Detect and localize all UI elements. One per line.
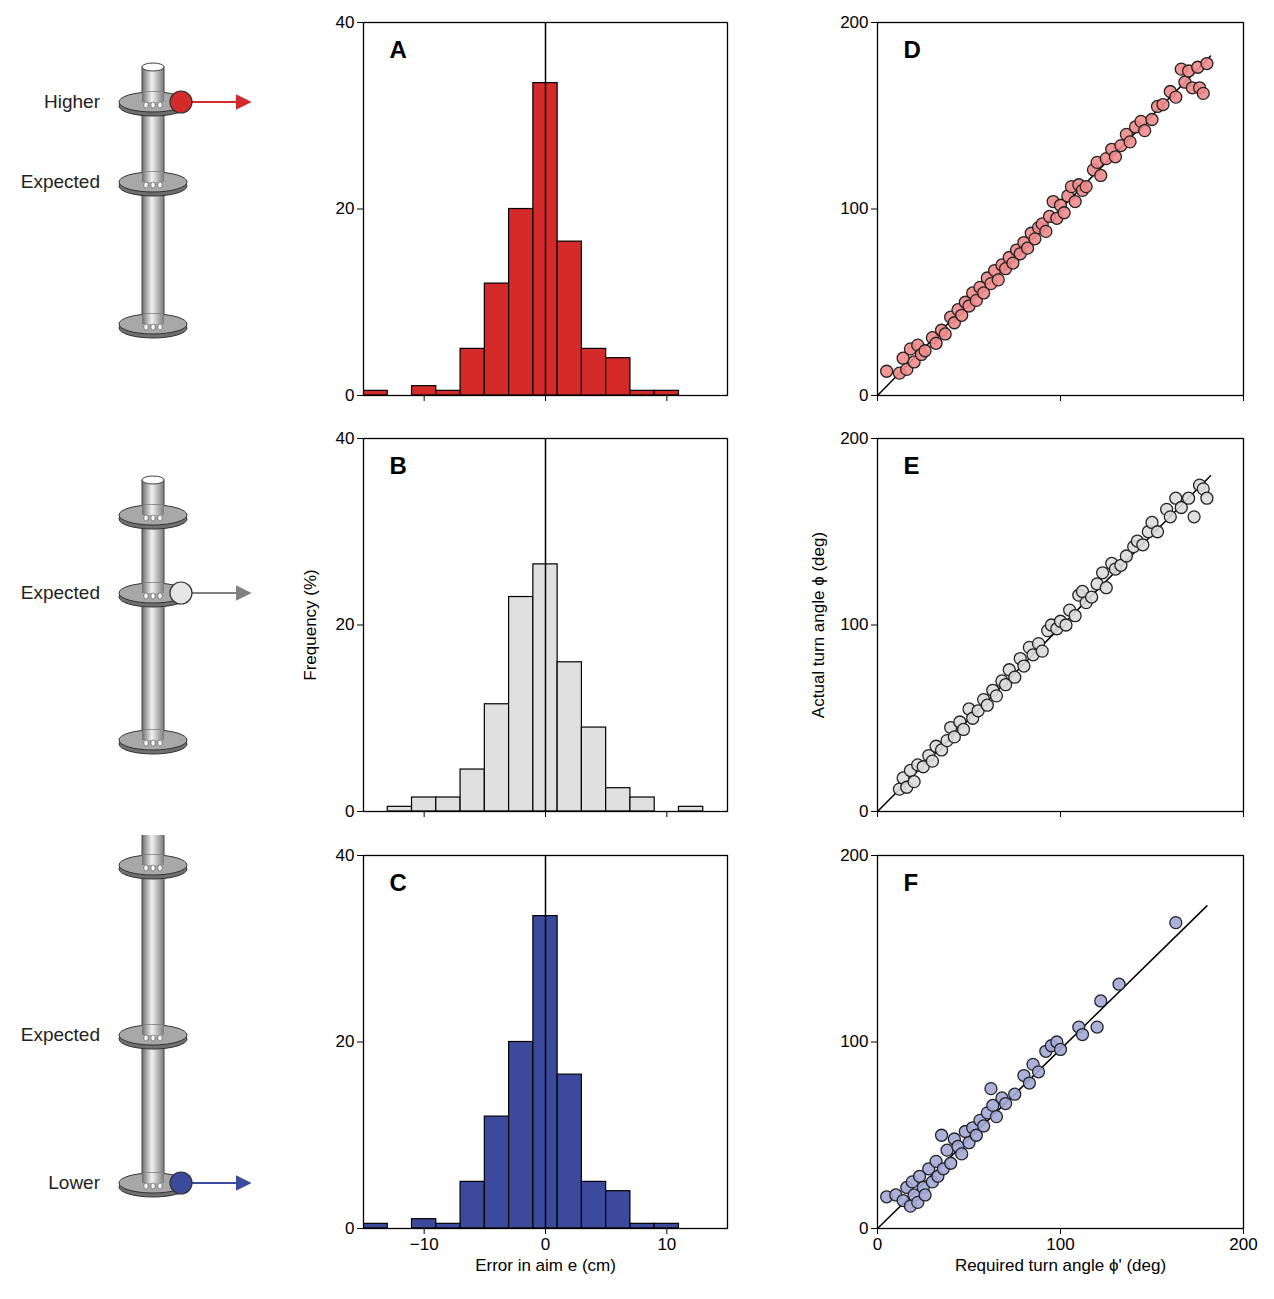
- svg-text:Lower: Lower: [48, 1172, 100, 1193]
- svg-text:0: 0: [859, 1219, 868, 1238]
- svg-text:E: E: [904, 452, 920, 479]
- svg-text:Error in aim e (cm): Error in aim e (cm): [475, 1256, 616, 1275]
- svg-text:Higher: Higher: [44, 91, 101, 112]
- svg-text:20: 20: [336, 1032, 355, 1051]
- svg-text:B: B: [390, 452, 407, 479]
- svg-text:0: 0: [541, 1235, 550, 1254]
- svg-text:A: A: [390, 36, 407, 63]
- svg-text:100: 100: [840, 615, 868, 634]
- svg-text:0: 0: [859, 802, 868, 821]
- svg-text:Expected: Expected: [21, 582, 100, 603]
- svg-text:100: 100: [1046, 1235, 1074, 1254]
- svg-text:200: 200: [840, 429, 868, 448]
- svg-text:D: D: [904, 36, 921, 63]
- svg-text:200: 200: [840, 846, 868, 865]
- svg-text:Frequency (%): Frequency (%): [301, 569, 320, 680]
- svg-text:200: 200: [1229, 1235, 1257, 1254]
- svg-text:F: F: [904, 869, 919, 896]
- svg-text:0: 0: [345, 386, 354, 405]
- svg-text:100: 100: [840, 1032, 868, 1051]
- svg-text:Actual turn angle ϕ (deg): Actual turn angle ϕ (deg): [809, 532, 828, 718]
- svg-text:0: 0: [873, 1235, 882, 1254]
- svg-text:0: 0: [345, 1219, 354, 1238]
- svg-text:Expected: Expected: [21, 171, 100, 192]
- svg-text:0: 0: [345, 802, 354, 821]
- svg-text:40: 40: [336, 846, 355, 865]
- svg-text:20: 20: [336, 199, 355, 218]
- svg-text:20: 20: [336, 615, 355, 634]
- svg-text:−10: −10: [410, 1235, 439, 1254]
- svg-text:40: 40: [336, 429, 355, 448]
- svg-text:C: C: [390, 869, 407, 896]
- svg-text:0: 0: [859, 386, 868, 405]
- svg-text:40: 40: [336, 13, 355, 32]
- svg-text:Required turn angle ϕ' (deg): Required turn angle ϕ' (deg): [955, 1256, 1166, 1275]
- svg-text:200: 200: [840, 13, 868, 32]
- svg-text:10: 10: [657, 1235, 676, 1254]
- svg-text:100: 100: [840, 199, 868, 218]
- svg-text:Expected: Expected: [21, 1024, 100, 1045]
